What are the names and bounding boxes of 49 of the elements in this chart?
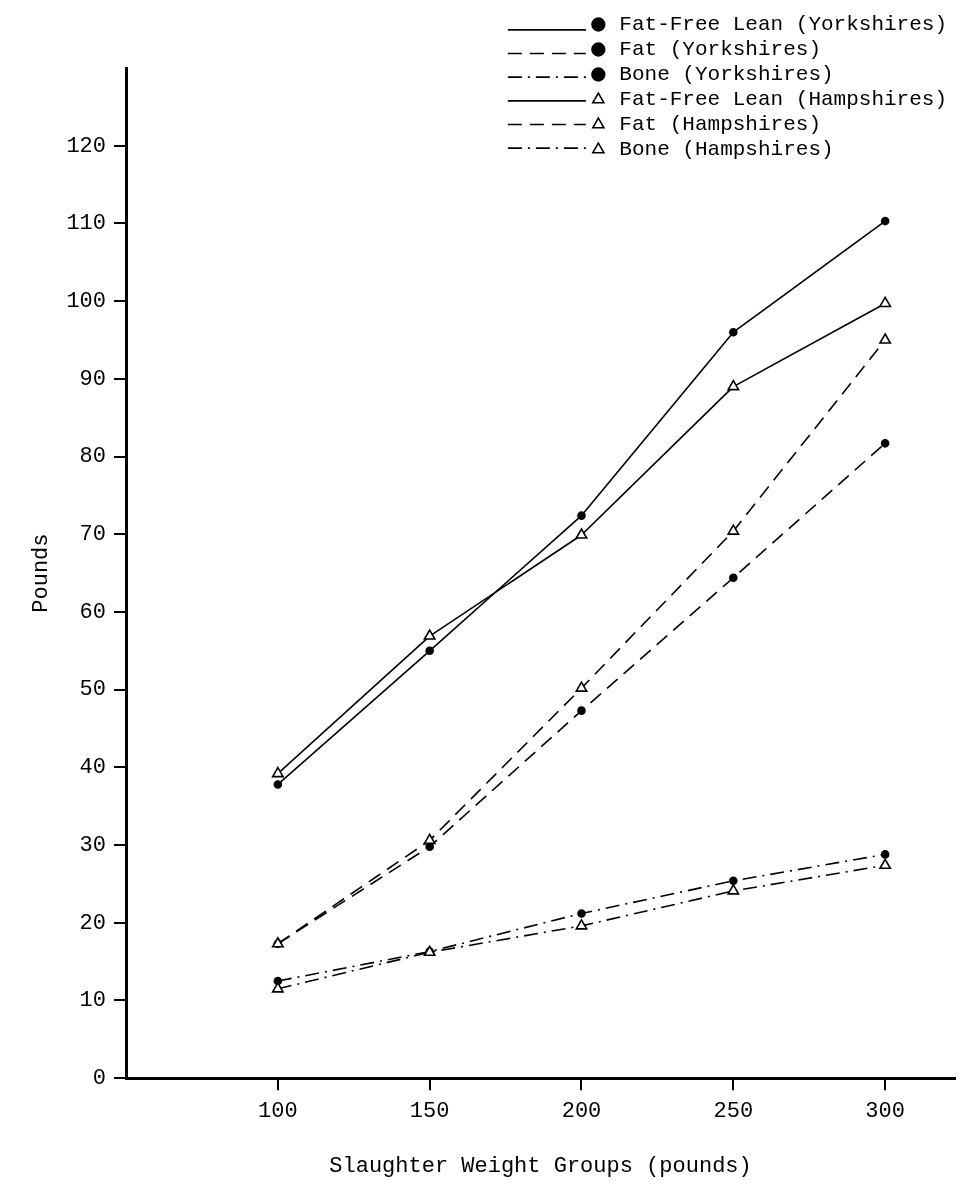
x-tick-label: 200 <box>561 1099 602 1125</box>
legend-label: Fat-Free Lean (Yorkshires) <box>619 13 947 37</box>
point <box>425 646 434 656</box>
y-tick-label: 10 <box>79 988 107 1014</box>
point <box>727 379 740 391</box>
y-tick-label: 20 <box>79 910 107 936</box>
point <box>880 216 890 226</box>
point <box>577 706 586 715</box>
point <box>575 681 588 692</box>
y-tick-label: 60 <box>79 599 107 625</box>
point <box>423 833 436 845</box>
point <box>729 327 738 337</box>
y-tick-label: 80 <box>79 444 107 470</box>
point <box>271 766 284 778</box>
y-tick-label: 120 <box>66 133 107 159</box>
legend-label: Fat-Free Lean (Hampshires) <box>619 88 947 112</box>
y-tick-label: 0 <box>92 1066 107 1092</box>
point <box>577 909 586 918</box>
y-tick-label: 100 <box>66 288 107 314</box>
y-tick-label: 70 <box>79 522 107 548</box>
point <box>423 629 436 640</box>
point <box>879 333 892 344</box>
point <box>727 884 740 895</box>
x-tick-label: 150 <box>409 1099 450 1125</box>
legend-label: Fat (Yorkshires) <box>619 38 821 62</box>
legend-label: Bone (Hampshires) <box>619 138 834 162</box>
point <box>729 876 738 886</box>
point <box>727 524 740 535</box>
x-axis-title: Slaughter Weight Groups (pounds) <box>329 1153 752 1179</box>
legend-label: Bone (Yorkshires) <box>619 63 834 87</box>
point <box>729 573 738 583</box>
x-tick-label: 100 <box>258 1099 298 1125</box>
x-tick-label: 250 <box>713 1099 754 1125</box>
point <box>273 780 283 789</box>
point <box>575 528 588 539</box>
point <box>577 511 586 520</box>
x-tick-label: 300 <box>865 1099 905 1125</box>
point <box>880 439 890 448</box>
point <box>880 850 890 859</box>
y-axis-title: Pounds <box>29 533 55 613</box>
legend-label: Fat (Hampshires) <box>619 113 821 137</box>
point <box>575 919 588 930</box>
y-tick-label: 110 <box>66 211 107 237</box>
point <box>879 296 892 308</box>
y-tick-label: 90 <box>79 366 107 392</box>
y-tick-label: 30 <box>79 832 107 858</box>
point <box>879 858 892 870</box>
y-tick-label: 40 <box>79 755 107 781</box>
y-tick-label: 50 <box>79 677 107 703</box>
